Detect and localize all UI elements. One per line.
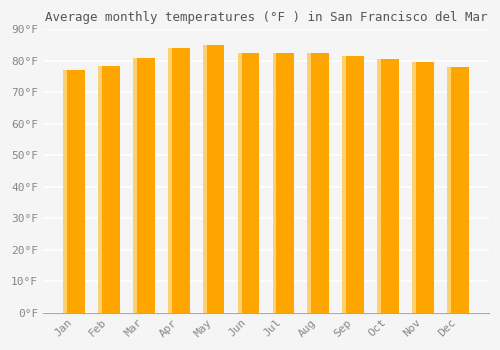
Bar xyxy=(168,48,172,313)
Bar xyxy=(377,60,381,313)
Bar xyxy=(342,56,364,313)
Bar xyxy=(168,48,190,313)
Bar xyxy=(238,53,260,313)
Bar xyxy=(308,53,329,313)
Bar xyxy=(272,53,294,313)
Bar xyxy=(447,67,468,313)
Bar xyxy=(133,58,154,313)
Bar xyxy=(133,58,137,313)
Bar xyxy=(63,70,67,313)
Bar xyxy=(272,53,276,313)
Bar xyxy=(63,70,85,313)
Bar xyxy=(203,45,206,313)
Bar xyxy=(308,53,312,313)
Bar xyxy=(377,60,399,313)
Bar xyxy=(238,53,242,313)
Bar xyxy=(447,67,451,313)
Bar xyxy=(412,63,416,313)
Title: Average monthly temperatures (°F ) in San Francisco del Mar: Average monthly temperatures (°F ) in Sa… xyxy=(44,11,487,24)
Bar xyxy=(342,56,346,313)
Bar xyxy=(412,63,434,313)
Bar xyxy=(98,66,120,313)
Bar xyxy=(98,66,102,313)
Bar xyxy=(203,45,224,313)
